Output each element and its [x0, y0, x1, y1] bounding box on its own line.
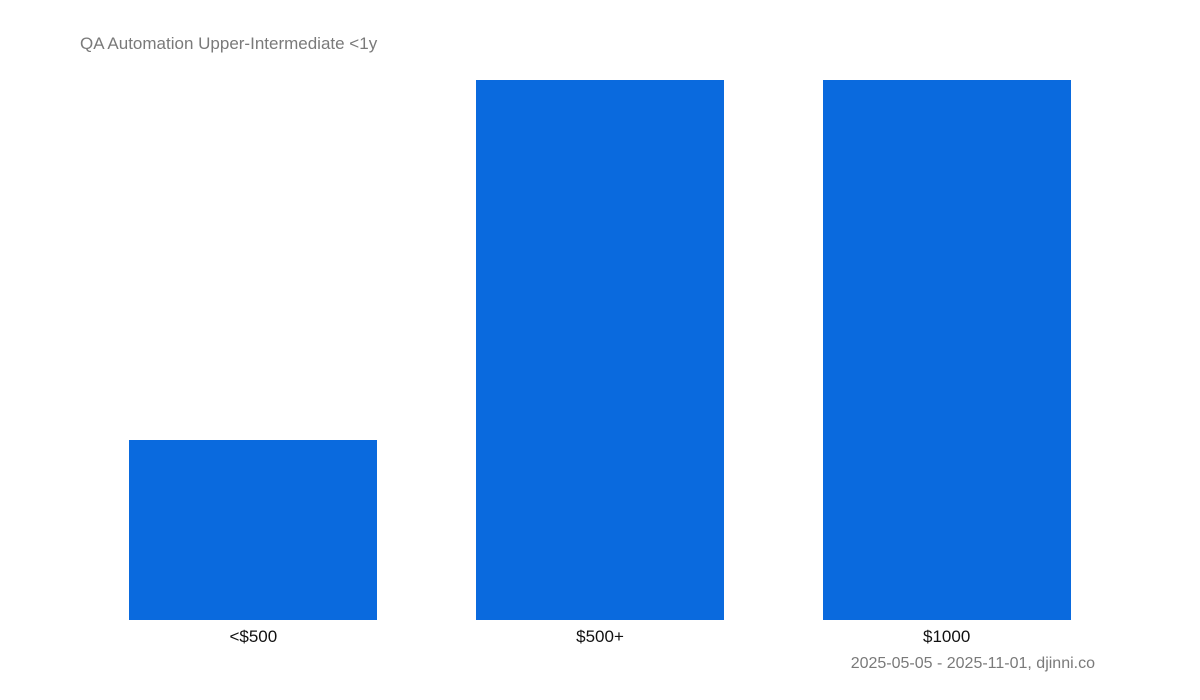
bar [129, 440, 378, 620]
bar [476, 80, 724, 620]
chart-footer: 2025-05-05 - 2025-11-01, djinni.co [850, 655, 1095, 672]
x-tick-label: <$500 [229, 627, 278, 646]
chart-title: QA Automation Upper-Intermediate <1y [80, 34, 378, 53]
x-tick-label: $1000 [923, 627, 971, 646]
x-tick-label: $500+ [576, 627, 624, 646]
bar [822, 80, 1071, 620]
plot-area [80, 80, 1120, 620]
